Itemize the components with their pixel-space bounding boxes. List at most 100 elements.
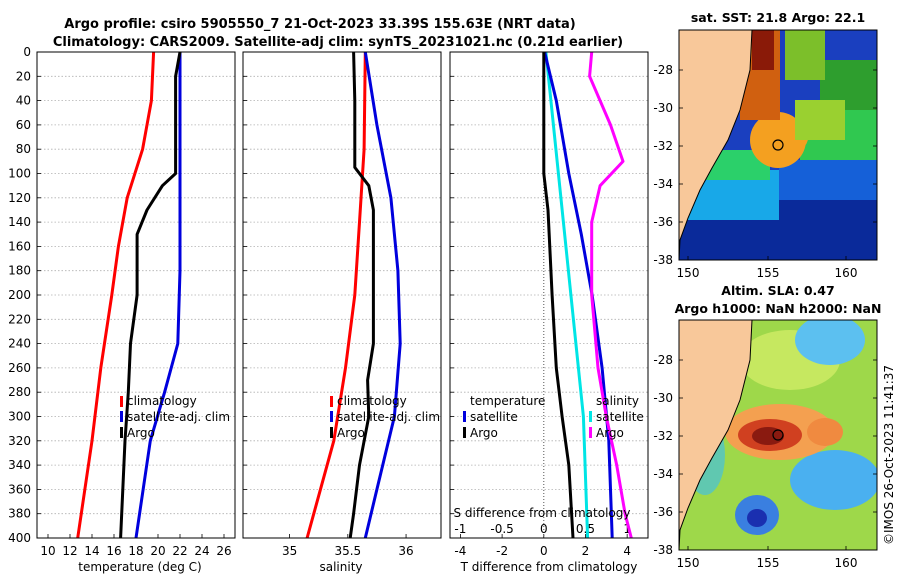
depth-tick-label: 300 [8,410,31,424]
sst-map [679,30,877,260]
depth-tick-label: 120 [8,191,31,205]
difference-panel: -4 -2 0 2 4 -1 -0.5 0 0.5 1 [449,51,649,558]
series-line [76,51,156,539]
legend-swatch-satellite [120,411,123,422]
lat-tick-label: -38 [653,253,673,267]
lat-tick-label: -32 [653,139,673,153]
legend-label-s-satellite: satellite [596,410,644,424]
lat-tick-label: -34 [653,467,673,481]
legend-label-argo: Argo [337,426,365,440]
lat-tick-label: -30 [653,101,673,115]
x-tick-label: 35 [282,544,297,558]
argo-marker-icon [772,139,784,151]
x-tick-label: 12 [62,544,77,558]
series-line [134,52,182,539]
depth-tick-label: 340 [8,458,31,472]
legend-swatch-climatology [330,396,333,407]
depth-tick-label: 320 [8,434,31,448]
legend-swatch-climatology [120,396,123,407]
legend-swatch-argo [330,427,333,438]
depth-tick-label: 200 [8,288,31,302]
depth-tick-label: 20 [16,69,31,83]
depth-tick-label: 40 [16,94,31,108]
depth-tick-label: 240 [8,337,31,351]
legend-label-climatology: climatology [127,394,197,408]
x-tick-label: 35.5 [334,544,361,558]
legend-swatch-argo [120,427,123,438]
figure-title: Argo profile: csiro 5905550_7 21-Oct-202… [64,17,575,32]
legend-label-satellite: satellite-adj. clim [127,410,230,424]
sla-map-title: Altim. SLA: 0.47 [721,283,834,298]
temperature-xlabel: temperature (deg C) [78,560,201,574]
sst-map-title: sat. SST: 21.8 Argo: 22.1 [691,10,865,25]
temperature-legend: climatology satellite-adj. clim Argo [120,394,230,440]
legend-swatch-t-satellite [463,411,466,422]
difference-legend: temperature satellite Argo salinity sate… [463,394,644,440]
x-tick-label: 16 [106,544,121,558]
sla-map-subtitle: Argo h1000: NaN h2000: NaN [675,301,882,316]
plot-frame [242,51,442,539]
s-tick-label: -0.5 [490,522,513,536]
legend-heading-temperature: temperature [470,394,545,408]
depth-tick-label: 260 [8,361,31,375]
series-line [119,51,182,539]
lat-tick-label: -28 [653,353,673,367]
legend-swatch-satellite [330,411,333,422]
plot-frame [449,51,649,539]
plot-frame [36,51,236,539]
s-tick-label: 0.5 [576,522,595,536]
depth-tick-label: 140 [8,215,31,229]
argo-marker-icon [772,429,784,441]
legend-swatch-s-argo [589,427,592,438]
sst-map-axes: -28 -30 -32 -34 -36 -38 150 155 160 [653,63,877,280]
salinity-xlabel: salinity [319,560,362,574]
legend-label-t-satellite: satellite [470,410,518,424]
s-tick-label: -1 [454,522,466,536]
x-tick-label: 4 [623,544,631,558]
imos-credit: ©IMOS 26-Oct-2023 11:41:37 [882,365,896,545]
salinity-panel: 35 35.5 36 [242,51,442,558]
series-line [348,51,375,539]
lon-tick-label: 160 [835,266,858,280]
depth-tick-label: 280 [8,385,31,399]
depth-axis: 0 20 40 60 80 100 120 140 160 180 200 220 240 260 280 3… [8,45,31,545]
depth-tick-label: 360 [8,482,31,496]
series-line [544,51,590,539]
lat-tick-label: -38 [653,543,673,557]
temperature-panel: 10 12 14 16 18 20 22 24 26 [36,51,236,558]
lat-tick-label: -36 [653,505,673,519]
series-line [588,51,633,539]
legend-label-satellite: satellite-adj. clim [337,410,440,424]
depth-tick-label: 80 [16,142,31,156]
salinity-legend: climatology satellite-adj. clim Argo [330,394,440,440]
legend-swatch-s-satellite [589,411,592,422]
x-tick-label: 24 [194,544,209,558]
x-tick-label: 20 [150,544,165,558]
s-tick-label: 1 [623,522,631,536]
x-tick-label: -4 [454,544,466,558]
lat-tick-label: -36 [653,215,673,229]
lat-tick-label: -34 [653,177,673,191]
lon-tick-label: 150 [677,556,700,570]
lat-tick-label: -28 [653,63,673,77]
lon-tick-label: 155 [757,556,780,570]
legend-label-s-argo: Argo [596,426,624,440]
x-tick-label: 10 [40,544,55,558]
legend-label-climatology: climatology [337,394,407,408]
s-tick-label: 0 [540,522,548,536]
depth-tick-label: 100 [8,167,31,181]
series-line [363,51,402,539]
depth-tick-label: 400 [8,531,31,545]
depth-tick-label: 0 [23,45,31,59]
legend-swatch-t-argo [463,427,466,438]
x-tick-label: 18 [128,544,143,558]
series-line [542,52,575,539]
lon-tick-label: 150 [677,266,700,280]
depth-tick-label: 180 [8,264,31,278]
lat-tick-label: -32 [653,429,673,443]
legend-label-argo: Argo [127,426,155,440]
x-tick-label: 26 [216,544,231,558]
s-difference-xlabel: S difference from climatology [454,506,631,520]
depth-tick-label: 220 [8,312,31,326]
